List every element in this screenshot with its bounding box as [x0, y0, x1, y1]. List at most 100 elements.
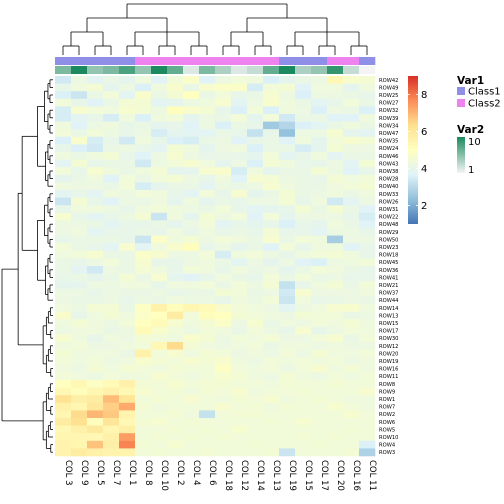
- heatmap-cell: [359, 228, 376, 236]
- heatmap-cell: [119, 387, 136, 396]
- heatmap-cell: [71, 380, 88, 388]
- heatmap-cell: [199, 121, 216, 130]
- heatmap-cell: [87, 91, 104, 100]
- heatmap-cell: [247, 380, 264, 388]
- heatmap-cell: [151, 425, 168, 434]
- heatmap-cell: [359, 235, 376, 244]
- heatmap-cell: [231, 106, 248, 115]
- heatmap-cell: [327, 98, 344, 107]
- row-label: ROW23: [379, 245, 398, 251]
- var2-cell: [87, 66, 104, 74]
- heatmap-cell: [199, 250, 216, 259]
- heatmap-cell: [167, 410, 184, 419]
- heatmap-cell: [231, 326, 248, 335]
- row-label: ROW15: [379, 321, 398, 327]
- heatmap-cell: [183, 235, 200, 244]
- heatmap-cell: [71, 266, 88, 274]
- heatmap-cell: [103, 144, 120, 153]
- heatmap-cell: [231, 159, 248, 168]
- heatmap-cell: [343, 372, 360, 381]
- heatmap-cell: [343, 197, 360, 206]
- heatmap-cell: [359, 334, 376, 343]
- heatmap-cell: [359, 440, 376, 449]
- heatmap-cell: [359, 281, 376, 290]
- var2-cell: [151, 66, 168, 74]
- heatmap-cell: [215, 387, 232, 396]
- var1-cell: [247, 57, 264, 65]
- heatmap-cell: [151, 304, 168, 312]
- var2-cell: [327, 66, 344, 74]
- heatmap-cell: [119, 190, 136, 198]
- heatmap-cell: [263, 243, 280, 252]
- heatmap-cell: [151, 174, 168, 183]
- heatmap-cell: [359, 250, 376, 259]
- heatmap-cell: [103, 76, 120, 84]
- heatmap-cell: [215, 197, 232, 206]
- heatmap-cell: [359, 364, 376, 373]
- heatmap-cell: [135, 349, 152, 358]
- heatmap-cell: [295, 174, 312, 183]
- heatmap-cell: [359, 410, 376, 419]
- var2-annotation-bar: [55, 66, 376, 74]
- heatmap-cell: [167, 76, 184, 84]
- var1-legend-swatch: [457, 99, 465, 107]
- heatmap-cell: [199, 418, 216, 426]
- heatmap-cell: [119, 167, 136, 176]
- heatmap-cell: [119, 296, 136, 305]
- heatmap-cell: [87, 114, 104, 122]
- heatmap-cell: [87, 440, 104, 449]
- heatmap-cell: [263, 121, 280, 130]
- heatmap-cell: [247, 372, 264, 381]
- heatmap-cell: [263, 228, 280, 236]
- heatmap-cell: [135, 167, 152, 176]
- heatmap-cell: [151, 281, 168, 290]
- heatmap-cell: [263, 250, 280, 259]
- heatmap-cell: [359, 212, 376, 221]
- heatmap-cell: [55, 273, 72, 282]
- heatmap-cell: [71, 349, 88, 358]
- heatmap-cell: [71, 395, 88, 404]
- heatmap-cell: [263, 197, 280, 206]
- row-label: ROW39: [379, 116, 398, 122]
- heatmap-cell: [311, 129, 328, 138]
- heatmap-cell: [311, 288, 328, 297]
- heatmap-cell: [87, 197, 104, 206]
- row-label: ROW28: [379, 177, 398, 183]
- heatmap-cell: [247, 114, 264, 122]
- heatmap-cell: [215, 402, 232, 411]
- heatmap-cell: [311, 212, 328, 221]
- heatmap-cell: [167, 296, 184, 305]
- heatmap-cell: [103, 197, 120, 206]
- heatmap-cell: [151, 91, 168, 100]
- heatmap-cell: [359, 319, 376, 328]
- heatmap-cell: [55, 387, 72, 396]
- heatmap-cell: [343, 258, 360, 267]
- heatmap-cell: [311, 433, 328, 442]
- heatmap-cell: [295, 433, 312, 442]
- heatmap-cell: [151, 433, 168, 442]
- heatmap-cell: [247, 121, 264, 130]
- heatmap-cell: [151, 440, 168, 449]
- heatmap-cell: [167, 418, 184, 426]
- heatmap-cell: [71, 114, 88, 122]
- column-label: COL 15: [303, 460, 313, 491]
- heatmap-cell: [263, 387, 280, 396]
- heatmap-cell: [167, 197, 184, 206]
- var2-cell: [311, 66, 328, 74]
- column-label: COL 3: [63, 460, 73, 485]
- heatmap-cell: [87, 380, 104, 388]
- heatmap-cell: [279, 182, 296, 191]
- row-label: ROW7: [379, 405, 395, 411]
- heatmap-cell: [103, 91, 120, 100]
- heatmap-cell: [247, 243, 264, 252]
- heatmap-cell: [311, 410, 328, 419]
- heatmap-cell: [231, 98, 248, 107]
- heatmap-cell: [343, 182, 360, 191]
- row-label: ROW18: [379, 253, 398, 259]
- heatmap-cell: [135, 182, 152, 191]
- heatmap-cell: [199, 174, 216, 183]
- heatmap-cell: [295, 121, 312, 130]
- heatmap-cell: [215, 296, 232, 305]
- heatmap-cell: [135, 83, 152, 92]
- heatmap-cell: [231, 402, 248, 411]
